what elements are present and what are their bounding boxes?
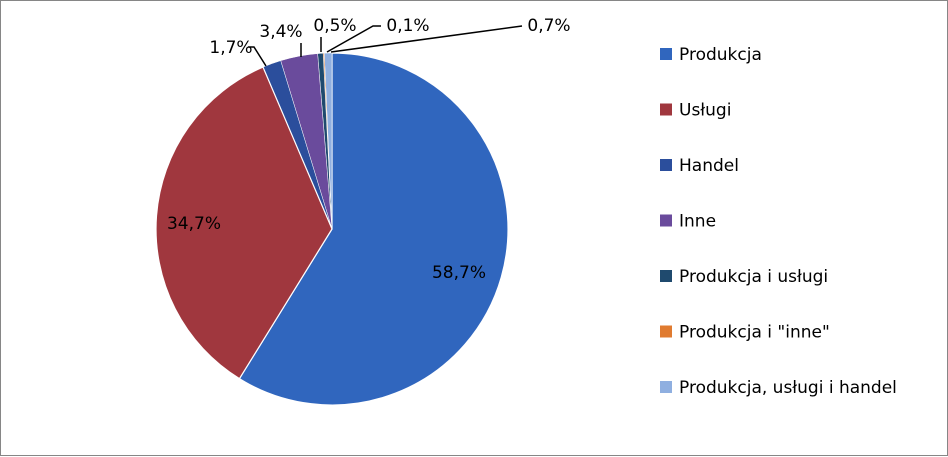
legend-label-1: Usługi bbox=[679, 101, 731, 121]
legend-swatch-0 bbox=[660, 48, 672, 60]
legend-label-4: Produkcja i usługi bbox=[679, 267, 828, 287]
legend-label-6: Produkcja, usługi i handel bbox=[679, 378, 897, 398]
legend-swatch-5 bbox=[660, 325, 672, 338]
data-label-0: 58,7% bbox=[432, 263, 486, 283]
pie-slices bbox=[155, 52, 509, 406]
legend-swatch-4 bbox=[660, 270, 672, 282]
leader-line-2 bbox=[248, 46, 267, 67]
legend-swatch-6 bbox=[660, 381, 672, 393]
data-label-2: 1,7% bbox=[209, 38, 252, 58]
pie-slice-1 bbox=[155, 66, 333, 380]
leader-lines bbox=[248, 25, 523, 67]
legend-swatch-1 bbox=[660, 103, 672, 116]
legend-swatch-3 bbox=[660, 214, 672, 227]
data-label-1: 34,7% bbox=[167, 214, 221, 234]
legend-label-0: Produkcja bbox=[679, 45, 762, 65]
data-labels: 58,7% 34,7% 1,7% 3,4% 0,5% 0,1% 0,7% bbox=[167, 16, 571, 283]
data-label-6: 0,7% bbox=[527, 16, 570, 36]
pie-slice-0 bbox=[238, 52, 509, 406]
data-label-4: 0,5% bbox=[313, 16, 356, 36]
leader-line-5 bbox=[326, 25, 381, 53]
leader-line-6 bbox=[330, 25, 523, 53]
legend-swatch-2 bbox=[660, 159, 672, 171]
legend-label-5: Produkcja i "inne" bbox=[679, 323, 830, 343]
legend: Produkcja Usługi Handel Inne Produkcja i usł… bbox=[660, 45, 897, 398]
legend-label-3: Inne bbox=[679, 212, 716, 232]
data-label-3: 3,4% bbox=[259, 22, 302, 42]
legend-label-2: Handel bbox=[679, 156, 739, 176]
data-label-5: 0,1% bbox=[386, 16, 429, 36]
